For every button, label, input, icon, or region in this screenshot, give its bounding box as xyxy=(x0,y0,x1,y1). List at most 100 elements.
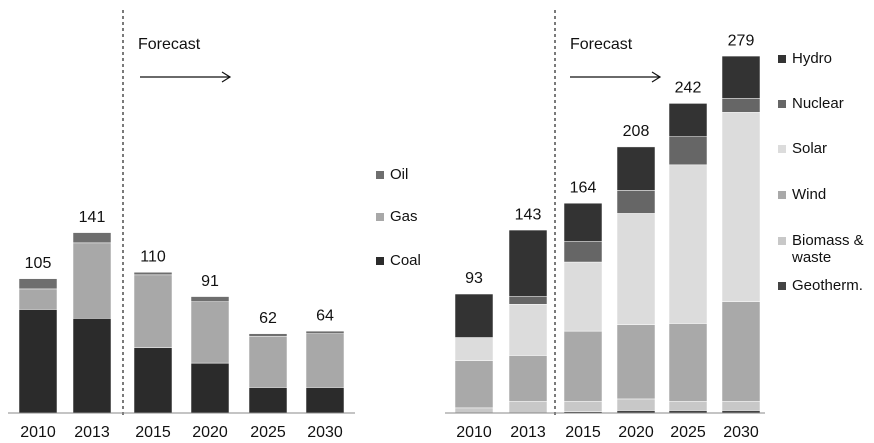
bar-segment xyxy=(454,337,494,361)
bar-segment xyxy=(668,103,708,137)
x-tick-label: 2013 xyxy=(510,424,546,441)
total-label: 91 xyxy=(201,273,219,290)
bar-segment xyxy=(18,278,58,290)
bar-segment xyxy=(563,261,603,332)
total-label: 64 xyxy=(316,307,334,324)
legend-item: Geotherm. xyxy=(778,277,874,294)
bar-segment xyxy=(248,387,288,414)
bar-segment xyxy=(721,112,761,302)
bar-segment xyxy=(305,333,345,388)
bar-segment xyxy=(616,324,656,400)
x-tick-label: 2025 xyxy=(250,424,286,441)
bar-segment xyxy=(508,304,548,356)
total-label: 208 xyxy=(623,123,650,140)
bar-segment xyxy=(721,55,761,99)
legend-item: Biomass & waste xyxy=(778,232,874,266)
bar-segment xyxy=(563,241,603,263)
bar-segment xyxy=(508,401,548,414)
legend-item: Oil xyxy=(376,166,474,183)
bar-segment xyxy=(563,202,603,242)
x-tick-label: 2015 xyxy=(565,424,601,441)
legend-item: Solar xyxy=(778,140,874,157)
bar-segment xyxy=(133,347,173,414)
legend-swatch xyxy=(778,282,786,290)
bar-segment xyxy=(616,190,656,214)
legend-label: Solar xyxy=(792,140,828,157)
bar-segment xyxy=(721,98,761,113)
bar-segment xyxy=(454,407,494,414)
bar-segment xyxy=(248,335,288,388)
x-tick-label: 2020 xyxy=(192,424,228,441)
total-label: 143 xyxy=(515,206,542,223)
bar-segment xyxy=(721,401,761,411)
x-tick-label: 2030 xyxy=(307,424,343,441)
bar-segment xyxy=(508,296,548,305)
total-label: 62 xyxy=(259,310,277,327)
annotation: Forecast xyxy=(138,36,201,53)
x-tick-label: 2010 xyxy=(20,424,56,441)
total-label: 242 xyxy=(675,80,702,97)
x-tick-label: 2030 xyxy=(723,424,759,441)
bar-segment xyxy=(18,309,58,414)
bar-segment xyxy=(668,136,708,166)
bar-segment xyxy=(190,296,230,302)
bar-segment xyxy=(133,272,173,276)
legend-label: Geotherm. xyxy=(792,277,863,294)
legend-item: Gas xyxy=(376,208,474,225)
legend-label: Biomass & waste xyxy=(792,232,864,266)
legend-item: Nuclear xyxy=(778,95,874,112)
bar-segment xyxy=(668,401,708,411)
bar-segment xyxy=(668,323,708,402)
bar-segment xyxy=(72,242,112,319)
total-label: 105 xyxy=(25,255,52,272)
arrow-head xyxy=(221,71,232,83)
legend-label: Hydro xyxy=(792,50,833,67)
bar-segment xyxy=(454,293,494,338)
legend-swatch xyxy=(376,213,384,221)
total-label: 141 xyxy=(79,209,106,226)
bar-segment xyxy=(72,232,112,244)
bar-segment xyxy=(454,360,494,409)
bar-segment xyxy=(668,164,708,324)
arrow-head xyxy=(651,71,662,83)
bar-segment xyxy=(190,362,230,414)
legend-swatch xyxy=(376,171,384,179)
total-label: 110 xyxy=(140,248,166,265)
legend-label: Oil xyxy=(390,166,409,183)
annotation: Forecast xyxy=(570,36,633,53)
x-tick-label: 2015 xyxy=(135,424,171,441)
bar-segment xyxy=(133,274,173,349)
legend-swatch xyxy=(778,55,786,63)
bar-segment xyxy=(305,387,345,414)
bar-segment xyxy=(563,401,603,412)
total-label: 93 xyxy=(465,270,483,287)
legend-label: Gas xyxy=(390,208,418,225)
bar-segment xyxy=(248,333,288,337)
legend-swatch xyxy=(778,191,786,199)
legend-item: Coal xyxy=(376,252,474,269)
legend-swatch xyxy=(376,257,384,265)
x-tick-label: 2010 xyxy=(456,424,492,441)
bar-segment xyxy=(721,301,761,402)
bar-segment xyxy=(508,355,548,402)
x-tick-label: 2025 xyxy=(670,424,706,441)
total-label: 164 xyxy=(570,179,597,196)
bar-segment xyxy=(305,330,345,334)
legend-label: Wind xyxy=(792,186,827,203)
bar-segment xyxy=(563,330,603,402)
legend-swatch xyxy=(778,100,786,108)
legend-item: Wind xyxy=(778,186,874,203)
bar-segment xyxy=(616,146,656,191)
legend-item: Hydro xyxy=(778,50,874,67)
legend-label: Nuclear xyxy=(792,95,844,112)
x-tick-label: 2020 xyxy=(618,424,654,441)
legend-swatch xyxy=(778,237,786,245)
total-label: 279 xyxy=(728,32,755,49)
bar-segment xyxy=(18,288,58,310)
x-tick-label: 2013 xyxy=(74,424,110,441)
legend-swatch xyxy=(778,145,786,153)
bar-segment xyxy=(72,318,112,414)
bar-segment xyxy=(190,301,230,364)
